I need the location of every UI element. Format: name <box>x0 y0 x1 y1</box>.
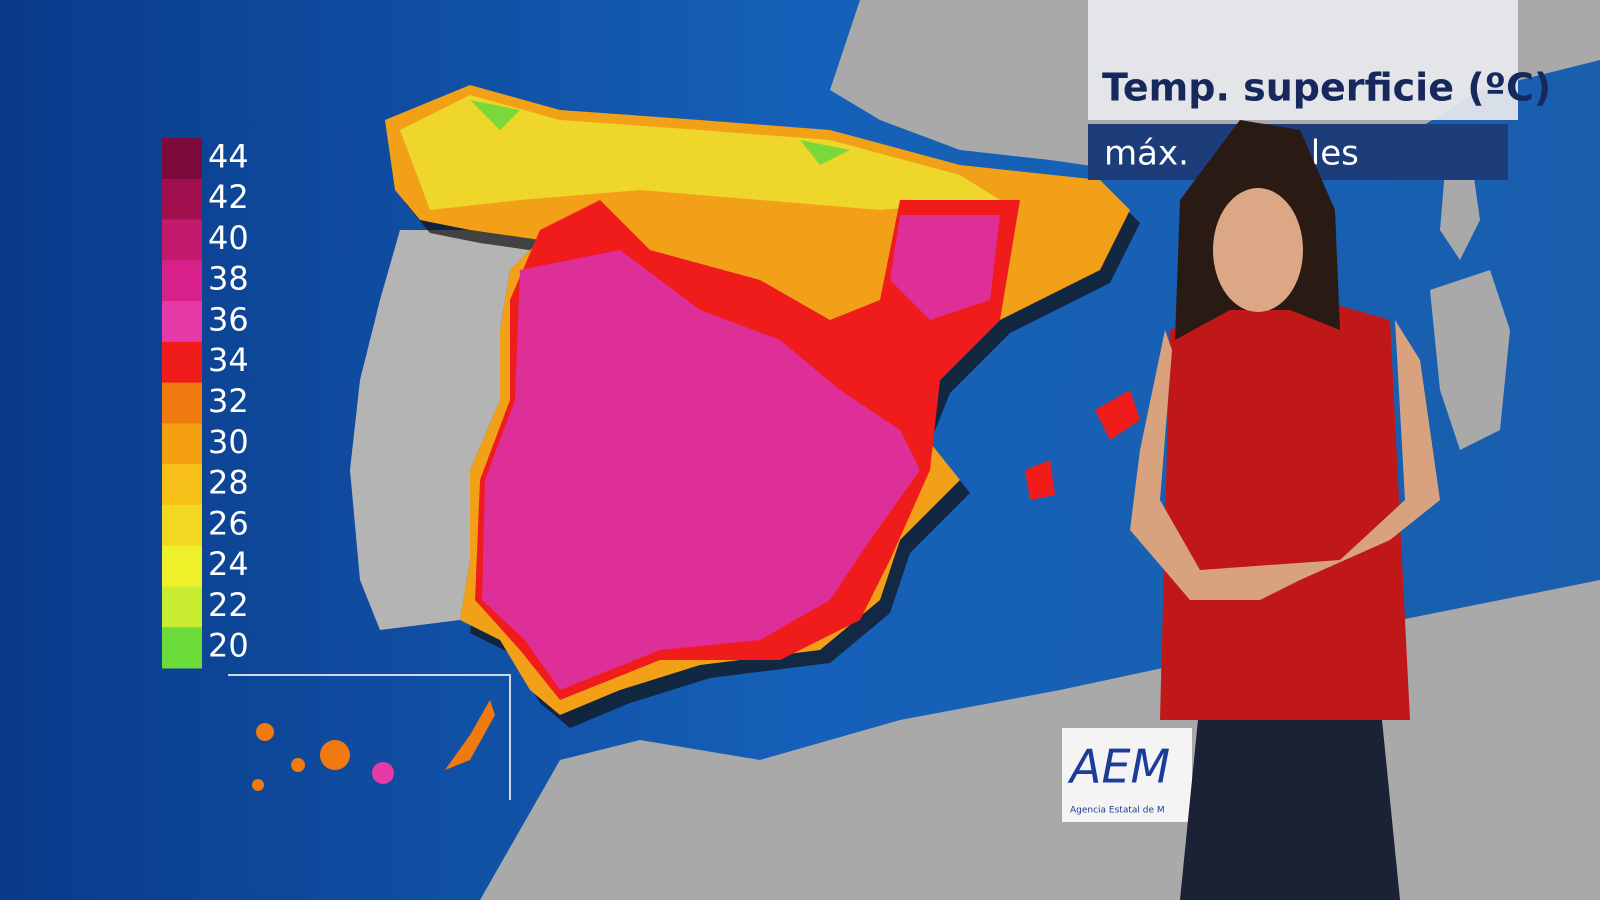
legend-label: 24 <box>208 545 249 583</box>
legend-swatch <box>162 341 202 384</box>
north-yellow <box>400 95 1000 210</box>
presenter <box>1130 120 1440 900</box>
canarias <box>252 700 495 791</box>
legend-swatch <box>162 627 202 669</box>
logo-box <box>1062 728 1192 822</box>
legend-label: 20 <box>208 627 249 665</box>
legend-label: 28 <box>208 464 249 502</box>
legend-swatch <box>162 382 202 424</box>
legend-label: 36 <box>208 300 249 338</box>
title: Temp. superficie (ºC) <box>1102 66 1551 110</box>
legend-swatch <box>162 504 202 547</box>
legend-swatch <box>162 260 202 302</box>
hot-magenta <box>482 215 1000 690</box>
legend-label: 22 <box>208 586 249 624</box>
legend-label: 42 <box>208 178 249 216</box>
legend-swatch <box>162 586 202 628</box>
title-box <box>1088 0 1518 120</box>
legend-swatch <box>162 301 202 343</box>
legend-swatch <box>162 545 202 587</box>
legend-label: 34 <box>208 341 249 379</box>
islands-east <box>1430 150 1510 450</box>
legend-label: 30 <box>208 423 249 461</box>
legend-label: 38 <box>208 260 249 298</box>
baleares <box>1025 390 1140 500</box>
portugal <box>350 230 540 630</box>
subtitle-left: máx. <box>1104 134 1189 174</box>
legend-swatch <box>162 464 202 506</box>
legend-swatch <box>162 219 202 261</box>
legend-label: 26 <box>208 504 249 542</box>
legend-label: 44 <box>208 137 249 175</box>
legend-swatch <box>162 178 202 221</box>
legend-label: 40 <box>208 219 249 257</box>
canarias-frame <box>228 674 511 800</box>
logo-mark: AEM <box>1067 740 1170 794</box>
logo-caption: Agencia Estatal de M <box>1070 806 1165 816</box>
legend-swatch <box>162 423 202 465</box>
legend-swatch <box>162 138 202 180</box>
legend-label: 32 <box>208 382 249 420</box>
